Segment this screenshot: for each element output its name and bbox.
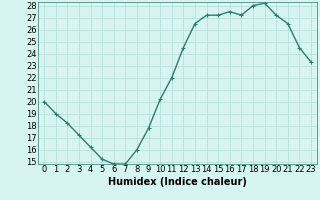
X-axis label: Humidex (Indice chaleur): Humidex (Indice chaleur) (108, 177, 247, 187)
